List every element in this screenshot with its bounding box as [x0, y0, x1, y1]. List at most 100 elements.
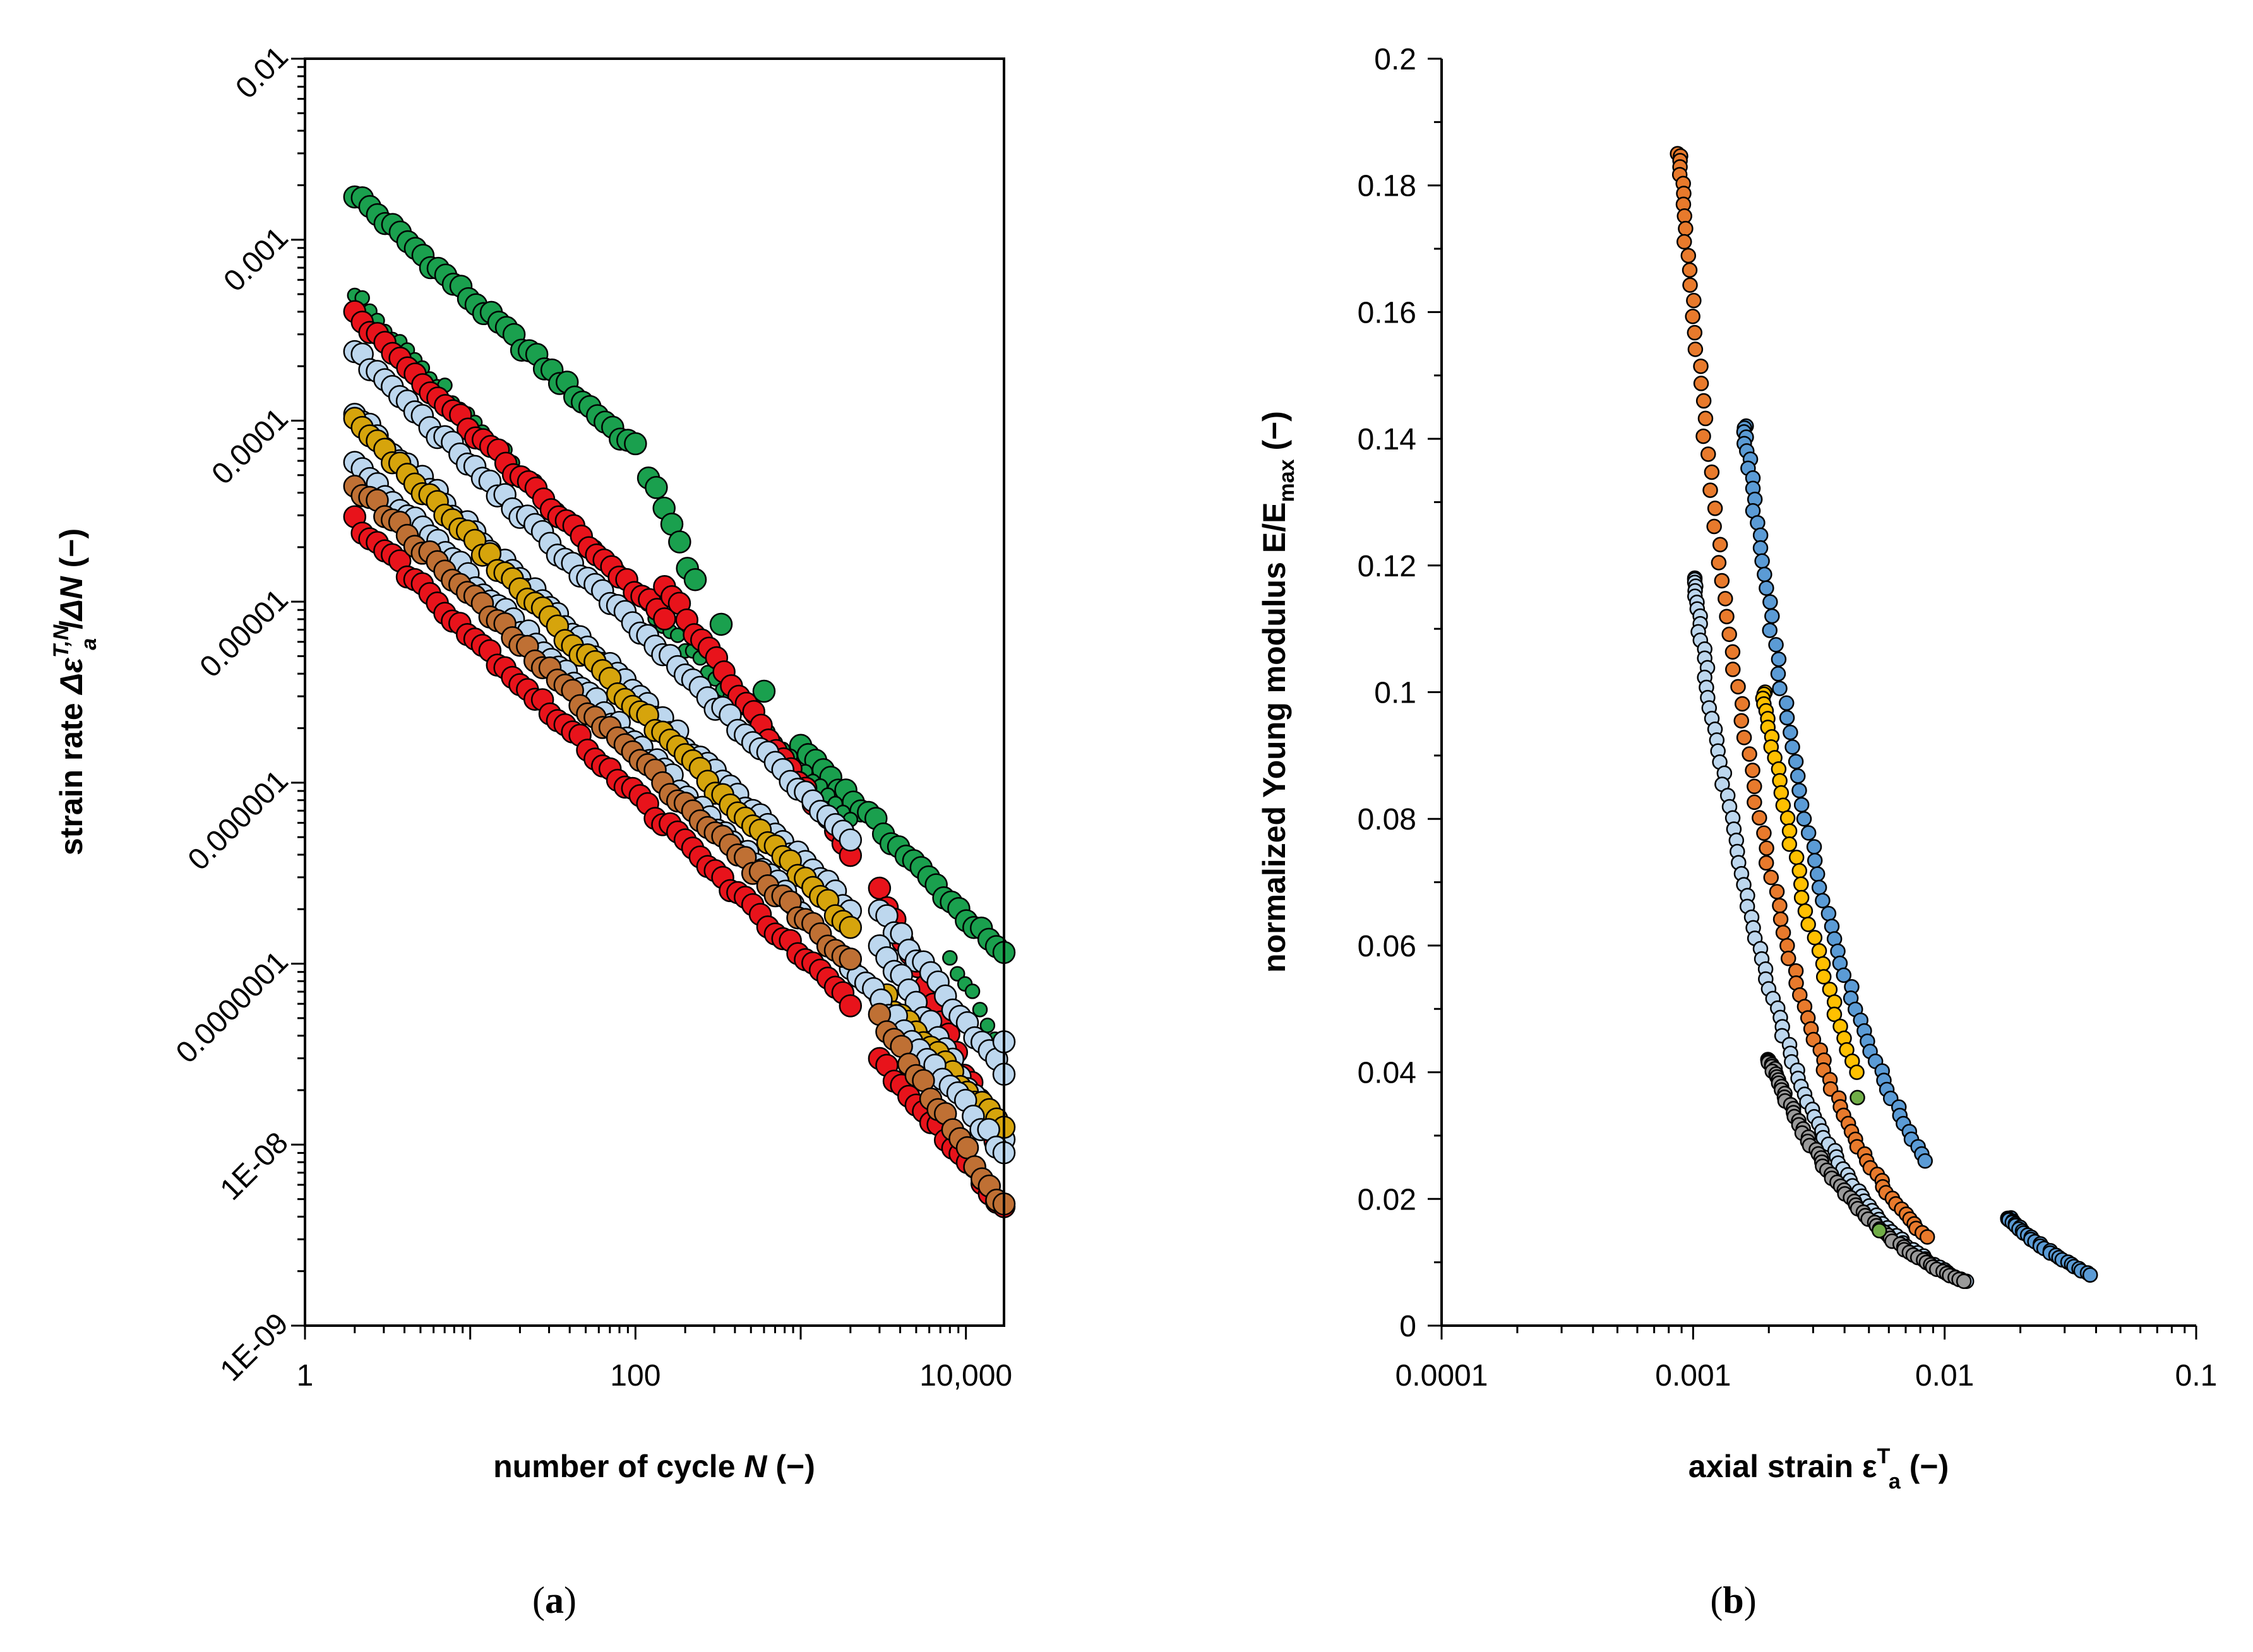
chart-b-point — [1850, 1090, 1865, 1105]
chart-b-point — [1718, 591, 1733, 607]
chart-b-point — [1745, 763, 1760, 778]
chart-b-series-gray — [1760, 1052, 1972, 1290]
chart-a-point — [839, 994, 863, 1018]
chart-b-y-tick-label: 0.2 — [1374, 43, 1416, 76]
chart-b-point — [1775, 925, 1791, 941]
chart-b-point — [1815, 969, 1832, 985]
chart-b-point — [1917, 1153, 1933, 1169]
chart-b-point — [1793, 876, 1809, 892]
chart-b-x-tick-label: 0.0001 — [1395, 1359, 1488, 1393]
caption-a: (a) — [532, 1579, 577, 1621]
chart-b-point — [1824, 918, 1840, 934]
chart-a-y-tick-label: 1E-09 — [214, 1307, 295, 1388]
chart-a-points — [343, 185, 1016, 1218]
chart-b-point — [1778, 695, 1795, 711]
chart-b-point — [1706, 518, 1722, 535]
chart-b-point — [1759, 840, 1774, 856]
chart-b-point — [1790, 768, 1806, 784]
chart-b-point — [1747, 794, 1762, 811]
chart-a: 1E-09 1E-08 0.0000001 0.000001 0.00001 0.0001… — [49, 40, 1016, 1621]
chart-a-point — [949, 966, 965, 982]
chart-a-point — [955, 1136, 979, 1160]
chart-b-point — [1807, 852, 1823, 869]
chart-b-point — [1772, 898, 1788, 913]
chart-b-point — [1779, 937, 1795, 954]
chart-a-series-green-upper — [343, 185, 1016, 965]
chart-b-point — [1793, 797, 1810, 813]
chart-a-point — [839, 828, 863, 852]
chart-b-point — [1693, 376, 1709, 391]
chart-b-point — [1682, 277, 1698, 293]
chart-b-point — [1714, 573, 1730, 589]
chart-a-plot-frame — [304, 57, 1005, 1327]
chart-b-point — [1781, 836, 1798, 852]
chart-a-point — [942, 950, 958, 966]
chart-b-point — [1756, 825, 1772, 841]
chart-b-point — [1815, 956, 1831, 972]
chart-b-point — [1764, 608, 1780, 624]
chart-b-point — [1779, 710, 1795, 726]
chart-b-y-tick-label: 0.04 — [1358, 1057, 1416, 1090]
chart-b-point — [1759, 580, 1774, 596]
chart-b: 0 0.02 0.04 0.06 0.08 0.1 0.12 0.14 0.16 0.18 0.2 0… — [1257, 43, 2217, 1621]
chart-b-point — [1800, 825, 1817, 841]
chart-b-series-blue-upper — [1736, 418, 1933, 1169]
chart-b-point — [1693, 358, 1709, 374]
chart-a-y-tick-label: 1E-08 — [214, 1126, 295, 1207]
chart-b-point — [1768, 637, 1784, 653]
chart-b-point — [1770, 666, 1786, 682]
chart-b-point — [1752, 810, 1767, 826]
chart-a-point — [668, 530, 691, 554]
chart-a-xlabel: number of cycle N (−) — [493, 1449, 815, 1484]
chart-b-point — [1783, 724, 1798, 740]
chart-b-point — [1763, 869, 1779, 886]
chart-b-point — [1702, 482, 1718, 498]
chart-b-point — [1791, 863, 1807, 879]
chart-b-point — [1687, 324, 1703, 341]
chart-a-y-tick-label: 0.01 — [229, 40, 295, 105]
chart-b-point — [1712, 537, 1728, 552]
chart-b-point — [1807, 930, 1823, 946]
chart-b-point — [1736, 730, 1752, 746]
chart-b-point — [1697, 410, 1714, 427]
chart-b-point — [1707, 501, 1723, 516]
chart-b-point — [1678, 220, 1694, 237]
chart-b-point — [1772, 680, 1788, 696]
chart-b-point — [1685, 309, 1700, 324]
chart-b-point — [1788, 754, 1804, 770]
chart-b-point — [1791, 782, 1807, 799]
chart-b-point — [1676, 234, 1692, 250]
chart-b-point — [1811, 943, 1827, 959]
chart-b-point — [1815, 893, 1831, 908]
chart-b-point — [1747, 778, 1762, 795]
chart-a-point — [839, 915, 863, 939]
chart-b-point — [1734, 696, 1750, 712]
chart-b-point — [1779, 810, 1796, 826]
chart-b-point — [1752, 527, 1769, 544]
chart-a-y-tick-label: 0.00001 — [194, 583, 295, 684]
chart-b-point — [1773, 785, 1790, 801]
chart-b-x-tick-label: 0.1 — [2175, 1359, 2218, 1393]
chart-b-y-tick-label: 0.14 — [1358, 423, 1416, 456]
chart-b-point — [1700, 446, 1716, 462]
chart-b-point — [1757, 566, 1772, 583]
chart-b-y-tick-label: 0 — [1399, 1310, 1416, 1343]
chart-b-point — [1772, 911, 1789, 927]
chart-b-point — [1820, 906, 1837, 922]
chart-b-point — [1806, 839, 1822, 855]
chart-b-point — [1711, 555, 1727, 571]
chart-a-point — [972, 1002, 988, 1018]
chart-b-point — [1775, 797, 1791, 814]
chart-a-y-tick-label: 0.0000001 — [170, 945, 295, 1070]
chart-b-series-blue-lower — [2000, 1210, 2098, 1283]
chart-b-point — [1809, 866, 1826, 882]
chart-b-point — [1682, 262, 1698, 278]
chart-a-point — [624, 432, 647, 456]
chart-b-point — [1793, 889, 1810, 906]
chart-b-point — [1919, 1229, 1935, 1245]
chart-a-point — [752, 679, 776, 703]
chart-a-series-brown — [343, 475, 1016, 1216]
chart-a-point — [709, 612, 733, 636]
chart-b-point — [1784, 739, 1800, 755]
